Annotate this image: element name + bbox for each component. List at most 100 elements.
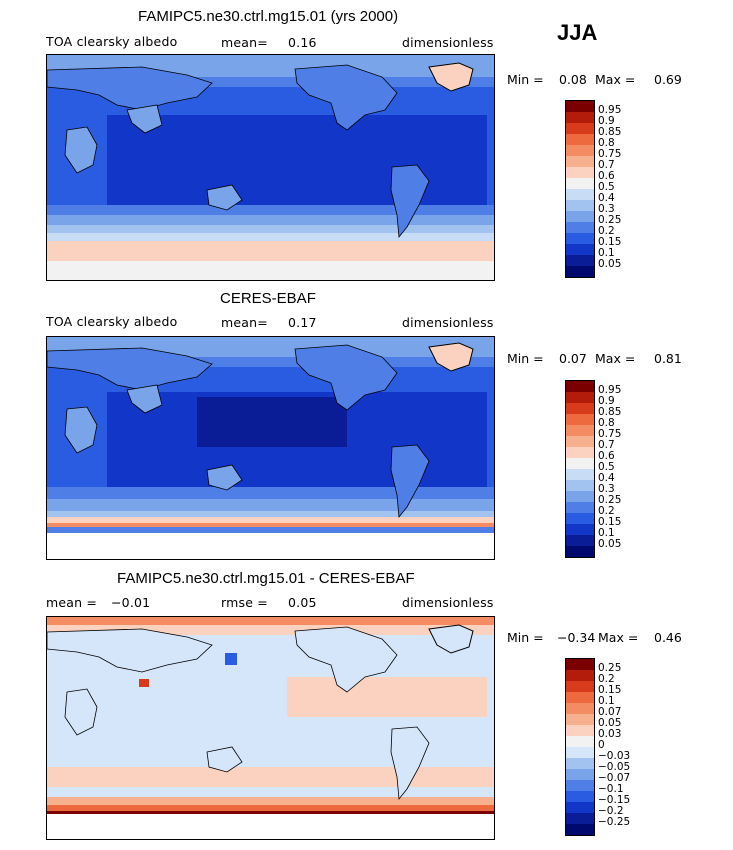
panel2-min-label: Min = xyxy=(507,351,544,366)
panel2-max-label: Max = xyxy=(595,351,636,366)
panel3-max-value: 0.46 xyxy=(654,630,682,645)
colorbar-swatch xyxy=(566,802,594,813)
panel3-rmse-label: rmse = xyxy=(221,595,268,610)
season-label: JJA xyxy=(557,20,598,45)
panel1-colorbar-tick: 0.05 xyxy=(598,258,622,270)
panel1-colorbar-tick: 0.85 xyxy=(598,126,622,138)
panel2-colorbar-labels: 0.95 0.9 0.85 0.8 0.75 0.7 0.6 0.5 0.4 0… xyxy=(598,380,638,556)
colorbar-swatch xyxy=(566,200,594,211)
panel2-colorbar-tick: 0.3 xyxy=(598,483,615,495)
panel3-colorbar xyxy=(565,658,595,836)
panel1-variable-label: TOA clearsky albedo xyxy=(46,34,178,49)
colorbar-swatch xyxy=(566,255,594,266)
panel3-title: FAMIPC5.ne30.ctrl.mg15.01 - CERES-EBAF xyxy=(117,570,415,587)
colorbar-swatch xyxy=(566,266,594,277)
panel3-colorbar-tick: −0.07 xyxy=(598,772,631,784)
panel2-colorbar xyxy=(565,380,595,558)
panel3-colorbar-tick: −0.15 xyxy=(598,794,631,806)
colorbar-swatch xyxy=(566,758,594,769)
panel3-colorbar-tick: −0.2 xyxy=(598,805,624,817)
panel3-units: dimensionless xyxy=(402,595,494,610)
colorbar-swatch xyxy=(566,458,594,469)
panel2-colorbar-tick: 0.05 xyxy=(598,538,622,550)
panel2-min-value: 0.07 xyxy=(559,351,587,366)
panel3-colorbar-tick: −0.25 xyxy=(598,816,631,828)
panel1-colorbar-labels: 0.95 0.9 0.85 0.8 0.75 0.7 0.6 0.5 0.4 0… xyxy=(598,100,638,276)
panel1-map-plot xyxy=(47,55,494,280)
colorbar-swatch xyxy=(566,244,594,255)
colorbar-swatch xyxy=(566,747,594,758)
panel1-min-label: Min = xyxy=(507,72,544,87)
colorbar-swatch xyxy=(566,780,594,791)
panel2-units: dimensionless xyxy=(402,315,494,330)
panel2-colorbar-tick: 0.6 xyxy=(598,450,615,462)
panel1-colorbar-tick: 0.1 xyxy=(598,247,615,259)
panel3-mean-label: mean = xyxy=(46,595,98,610)
panel3-colorbar-tick: 0.07 xyxy=(598,706,622,718)
panel2-map-plot xyxy=(47,337,494,559)
panel2-colorbar-tick: 0.75 xyxy=(598,428,622,440)
colorbar-swatch xyxy=(566,659,594,670)
colorbar-swatch xyxy=(566,491,594,502)
colorbar-swatch xyxy=(566,480,594,491)
panel3-max-label: Max = xyxy=(598,630,639,645)
colorbar-swatch xyxy=(566,813,594,824)
colorbar-swatch xyxy=(566,101,594,112)
panel3-colorbar-tick: 0.15 xyxy=(598,684,622,696)
panel1-colorbar-tick: 0.95 xyxy=(598,104,622,116)
colorbar-swatch xyxy=(566,145,594,156)
panel3-colorbar-tick: 0.25 xyxy=(598,662,622,674)
colorbar-swatch xyxy=(566,178,594,189)
panel2-mean-label: mean= xyxy=(221,315,268,330)
colorbar-swatch xyxy=(566,447,594,458)
panel1-colorbar-tick: 0.7 xyxy=(598,159,615,171)
panel1-colorbar-tick: 0.15 xyxy=(598,236,622,248)
colorbar-swatch xyxy=(566,233,594,244)
panel1-mean-label: mean= xyxy=(221,35,268,50)
colorbar-swatch xyxy=(566,436,594,447)
panel1-min-value: 0.08 xyxy=(559,72,587,87)
panel3-colorbar-tick: −0.03 xyxy=(598,750,631,762)
panel1-colorbar xyxy=(565,100,595,278)
panel2-max-value: 0.81 xyxy=(654,351,682,366)
panel2-colorbar-tick: 0.9 xyxy=(598,395,615,407)
colorbar-swatch xyxy=(566,502,594,513)
panel2-mean-value: 0.17 xyxy=(288,315,317,330)
panel3-min-value: −0.34 xyxy=(557,630,596,645)
panel2-title: CERES-EBAF xyxy=(220,290,316,307)
panel2-colorbar-tick: 0.1 xyxy=(598,527,615,539)
panel1-colorbar-tick: 0.5 xyxy=(598,181,615,193)
panel2-variable-label: TOA clearsky albedo xyxy=(46,314,178,329)
colorbar-swatch xyxy=(566,824,594,835)
colorbar-swatch xyxy=(566,392,594,403)
panel1-map xyxy=(46,54,495,281)
colorbar-swatch xyxy=(566,769,594,780)
panel3-map-plot xyxy=(47,617,494,839)
panel1-colorbar-tick: 0.3 xyxy=(598,203,615,215)
colorbar-swatch xyxy=(566,469,594,480)
colorbar-swatch xyxy=(566,156,594,167)
colorbar-swatch xyxy=(566,222,594,233)
panel1-colorbar-tick: 0.2 xyxy=(598,225,615,237)
panel2-colorbar-tick: 0.25 xyxy=(598,494,622,506)
panel3-colorbar-tick: 0 xyxy=(598,739,605,751)
colorbar-swatch xyxy=(566,381,594,392)
panel3-rmse-value: 0.05 xyxy=(288,595,317,610)
panel3-colorbar-labels: 0.25 0.2 0.15 0.1 0.07 0.05 0.03 0 −0.03… xyxy=(598,658,642,834)
colorbar-swatch xyxy=(566,524,594,535)
colorbar-swatch xyxy=(566,414,594,425)
panel2-colorbar-tick: 0.95 xyxy=(598,384,622,396)
colorbar-swatch xyxy=(566,692,594,703)
panel1-colorbar-tick: 0.25 xyxy=(598,214,622,226)
panel1-colorbar-tick: 0.8 xyxy=(598,137,615,149)
panel1-max-value: 0.69 xyxy=(654,72,682,87)
colorbar-swatch xyxy=(566,546,594,557)
panel1-colorbar-tick: 0.4 xyxy=(598,192,615,204)
colorbar-swatch xyxy=(566,703,594,714)
panel2-map xyxy=(46,336,495,560)
colorbar-swatch xyxy=(566,725,594,736)
panel1-mean-value: 0.16 xyxy=(288,35,317,50)
colorbar-swatch xyxy=(566,123,594,134)
colorbar-swatch xyxy=(566,425,594,436)
panel3-colorbar-tick: 0.03 xyxy=(598,728,622,740)
